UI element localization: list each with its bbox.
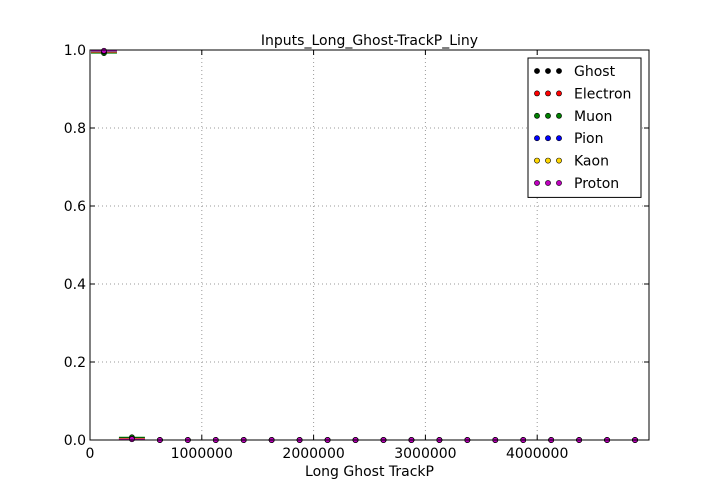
y-tick-label: 0.0	[64, 433, 86, 449]
legend-marker	[556, 157, 562, 164]
legend-item: Kaon	[534, 154, 609, 170]
legend-marker	[545, 68, 551, 74]
legend-label: Ghost	[574, 64, 616, 80]
legend-item: Pion	[534, 131, 603, 147]
x-tick-label: 0	[86, 446, 95, 462]
x-tick-label: 1000000	[171, 446, 233, 462]
legend: Ghost Electron Muon Pion Kaon Proton	[527, 57, 642, 198]
y-tick-label: 1.0	[64, 43, 86, 59]
legend-label: Muon	[574, 109, 612, 125]
x-tick-label: 2000000	[282, 446, 344, 462]
legend-label: Proton	[574, 176, 619, 192]
legend-marker	[545, 90, 551, 97]
legend-label: Electron	[574, 86, 631, 102]
legend-label: Pion	[574, 131, 603, 147]
legend-item: Electron	[534, 86, 631, 102]
y-tick-label: 0.6	[64, 199, 86, 215]
chart-title: Inputs_Long_Ghost-TrackP_Liny	[261, 33, 478, 49]
legend-marker	[556, 135, 562, 142]
legend-marker	[556, 112, 562, 119]
data-point	[101, 47, 107, 54]
legend-marker	[545, 135, 551, 142]
legend-marker	[556, 90, 562, 97]
x-axis-label: Long Ghost TrackP	[305, 464, 434, 480]
legend-marker	[545, 157, 551, 164]
legend-marker	[556, 68, 562, 74]
axis-ticks: 0 1000000 2000000 3000000 4000000 0.0 0.2 0.4 0.…	[64, 43, 649, 462]
legend-item: Muon	[534, 109, 612, 125]
x-tick-label: 3000000	[394, 446, 456, 462]
legend-item: Proton	[534, 176, 619, 192]
legend-marker	[545, 180, 551, 186]
plot-frame	[89, 49, 650, 441]
y-tick-label: 0.8	[64, 121, 86, 137]
x-tick-label: 4000000	[506, 446, 568, 462]
legend-marker	[534, 157, 540, 164]
legend-marker	[534, 90, 540, 97]
legend-label: Kaon	[574, 154, 609, 170]
data-point	[129, 436, 135, 443]
legend-marker	[556, 180, 562, 186]
legend-box	[527, 57, 642, 198]
legend-marker	[545, 112, 551, 119]
y-tick-label: 0.2	[64, 355, 86, 371]
legend-item: Ghost	[534, 64, 616, 80]
y-tick-label: 0.4	[64, 277, 86, 293]
legend-marker	[534, 135, 540, 142]
legend-marker	[534, 180, 540, 186]
legend-marker	[534, 68, 540, 74]
legend-marker	[534, 112, 540, 119]
